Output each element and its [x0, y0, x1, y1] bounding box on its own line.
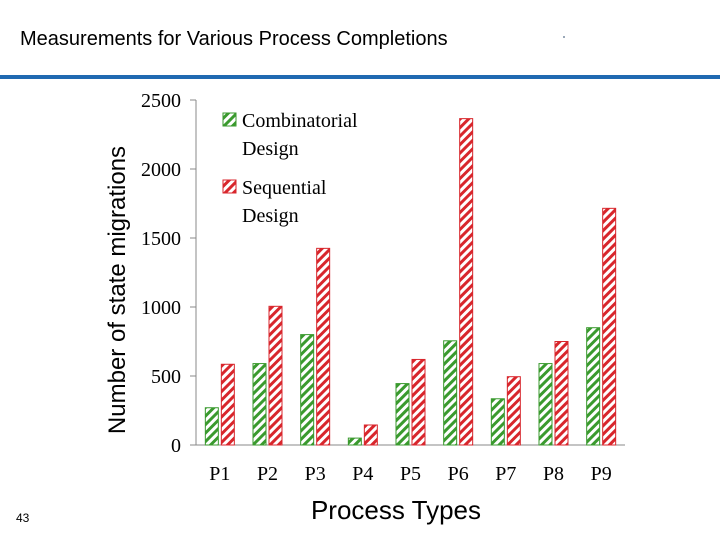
bar-p7-series-2	[506, 376, 521, 446]
bar-p8-series-1	[538, 363, 553, 446]
bar-p6-series-2	[459, 118, 474, 446]
x-tick-label: P2	[257, 463, 278, 485]
x-tick-label: P9	[591, 463, 612, 485]
bar-p6-series-1	[443, 340, 458, 446]
legend-label: Design	[242, 138, 299, 160]
legend-swatch	[222, 112, 237, 127]
slide-title: Measurements for Various Process Complet…	[20, 28, 448, 50]
bar-p7-series-1	[490, 398, 505, 446]
x-tick-label: P8	[543, 463, 564, 485]
x-tick-label: P3	[305, 463, 326, 485]
bar-p1-series-2	[220, 363, 235, 446]
y-tick-label: 0	[171, 435, 181, 457]
legend-label: Sequential	[242, 177, 327, 199]
bar-p2-series-1	[252, 363, 267, 446]
bar-p2-series-2	[268, 305, 283, 446]
x-tick-label: P1	[209, 463, 230, 485]
axis-layer	[190, 99, 625, 446]
legend-swatch	[222, 179, 237, 194]
y-tick-label: 2000	[141, 159, 181, 181]
x-tick-label: P5	[400, 463, 421, 485]
bar-p5-series-1	[395, 383, 410, 446]
y-tick-label: 2500	[141, 90, 181, 112]
y-tick-label: 500	[151, 366, 181, 388]
y-axis-title: Number of state migrations	[104, 146, 131, 434]
bars-layer	[204, 118, 617, 446]
bar-p9-series-2	[602, 207, 617, 446]
x-tick-label: P4	[352, 463, 373, 485]
bar-p8-series-2	[554, 341, 569, 446]
bar-p4-series-1	[347, 437, 362, 446]
page-number: 43	[16, 511, 30, 525]
bar-p1-series-1	[204, 407, 219, 446]
x-tick-label: P7	[495, 463, 516, 485]
y-tick-label: 1000	[141, 297, 181, 319]
bar-p9-series-1	[586, 327, 601, 446]
title-rule	[0, 75, 720, 79]
y-tick-label: 1500	[141, 228, 181, 250]
bar-p3-series-2	[316, 247, 331, 446]
bar-p4-series-2	[363, 424, 378, 446]
tick-labels-layer: 0 500 1000 1500 2000 2500 P1 P2 P3 P4 P5 P6 P7 P8 P9	[141, 90, 612, 485]
legend-label: Combinatorial	[242, 110, 358, 132]
legend-label: Design	[242, 205, 299, 227]
x-tick-label: P6	[448, 463, 469, 485]
x-axis-title: Process Types	[311, 495, 481, 525]
bar-p3-series-1	[300, 334, 315, 446]
title-decoration-dot	[563, 36, 565, 38]
bar-p5-series-2	[411, 358, 426, 446]
legend: Combinatorial Design Sequential Design	[222, 110, 358, 227]
